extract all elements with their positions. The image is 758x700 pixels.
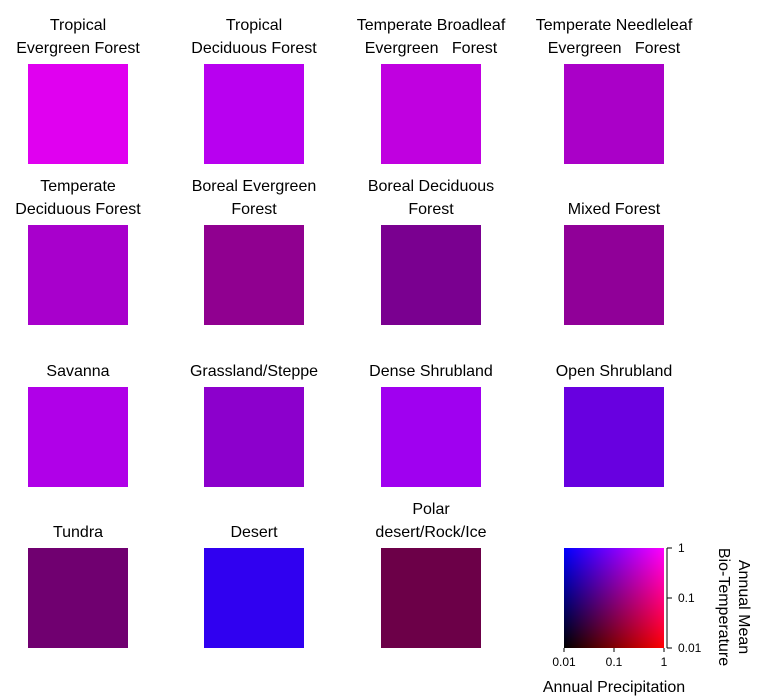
tile-label: Dense Shrubland	[369, 363, 493, 380]
color-swatch	[204, 548, 304, 648]
tile-label: Evergreen Forest	[16, 40, 140, 57]
color-swatch	[28, 225, 128, 325]
biome-tile: Boreal Evergreen Forest	[192, 178, 317, 325]
color-swatch	[28, 387, 128, 487]
x-tick-label: 0.1	[606, 655, 623, 669]
tile-label: Grassland/Steppe	[190, 363, 318, 380]
tile-label: Deciduous Forest	[191, 40, 317, 57]
tile-label: Temperate Broadleaf	[357, 17, 506, 34]
tile-label: Temperate Needleleaf	[536, 17, 693, 34]
biome-tile: Temperate Broadleaf Evergreen Forest	[357, 17, 506, 164]
color-swatch	[381, 387, 481, 487]
biome-tile: Boreal Deciduous Forest	[368, 178, 494, 325]
tile-label: Temperate	[40, 178, 116, 195]
color-swatch	[381, 64, 481, 164]
tile-label: Open Shrubland	[556, 363, 673, 380]
biome-tile: Tundra	[28, 524, 128, 648]
x-tick-label: 1	[661, 655, 668, 669]
y-tick-label: 0.1	[678, 591, 695, 605]
biome-tile: Desert	[204, 524, 304, 648]
tile-label: Forest	[231, 201, 277, 218]
tile-label: Tropical	[226, 17, 282, 34]
y-tick-label: 0.01	[678, 641, 702, 655]
key-blue	[564, 548, 664, 648]
color-swatch	[381, 225, 481, 325]
tile-label: Evergreen Forest	[548, 40, 681, 57]
tile-label: Polar	[412, 501, 450, 518]
color-swatch	[564, 64, 664, 164]
biome-tile: Temperate Needleleaf Evergreen Forest	[536, 17, 693, 164]
color-swatch	[204, 387, 304, 487]
tile-label: Deciduous Forest	[15, 201, 141, 218]
color-key	[564, 548, 664, 648]
biome-tile: Mixed Forest	[564, 201, 664, 325]
tile-label: desert/Rock/Ice	[375, 524, 486, 541]
color-swatch	[381, 548, 481, 648]
biome-tile: Savanna	[28, 363, 128, 487]
biome-tile: Grassland/Steppe	[190, 363, 318, 487]
y-axis-title: Annual Mean	[735, 560, 752, 654]
tile-label: Tropical	[50, 17, 106, 34]
color-swatch	[28, 64, 128, 164]
tile-label: Tundra	[53, 524, 103, 541]
tile-label: Forest	[408, 201, 454, 218]
color-swatch	[204, 64, 304, 164]
color-swatch	[204, 225, 304, 325]
tile-label: Mixed Forest	[568, 201, 661, 218]
tile-label: Boreal Evergreen	[192, 178, 317, 195]
biome-tile: Tropical Evergreen Forest	[16, 17, 140, 164]
color-swatch	[28, 548, 128, 648]
tile-label: Savanna	[46, 363, 109, 380]
biome-tile: Open Shrubland	[556, 363, 673, 487]
x-axis-title: Annual Precipitation	[543, 679, 685, 696]
biome-tile: Dense Shrubland	[369, 363, 493, 487]
tile-label: Desert	[230, 524, 278, 541]
biome-tile: Temperate Deciduous Forest	[15, 178, 141, 325]
color-swatch	[564, 225, 664, 325]
tile-label: Evergreen Forest	[365, 40, 498, 57]
y-tick-label: 1	[678, 541, 685, 555]
tile-label: Boreal Deciduous	[368, 178, 494, 195]
y-axis-title: Bio-Temperature	[715, 548, 732, 666]
biome-tile: Polar desert/Rock/Ice	[375, 501, 487, 648]
biome-tile: Tropical Deciduous Forest	[191, 17, 317, 164]
color-swatch	[564, 387, 664, 487]
x-tick-label: 0.01	[552, 655, 576, 669]
